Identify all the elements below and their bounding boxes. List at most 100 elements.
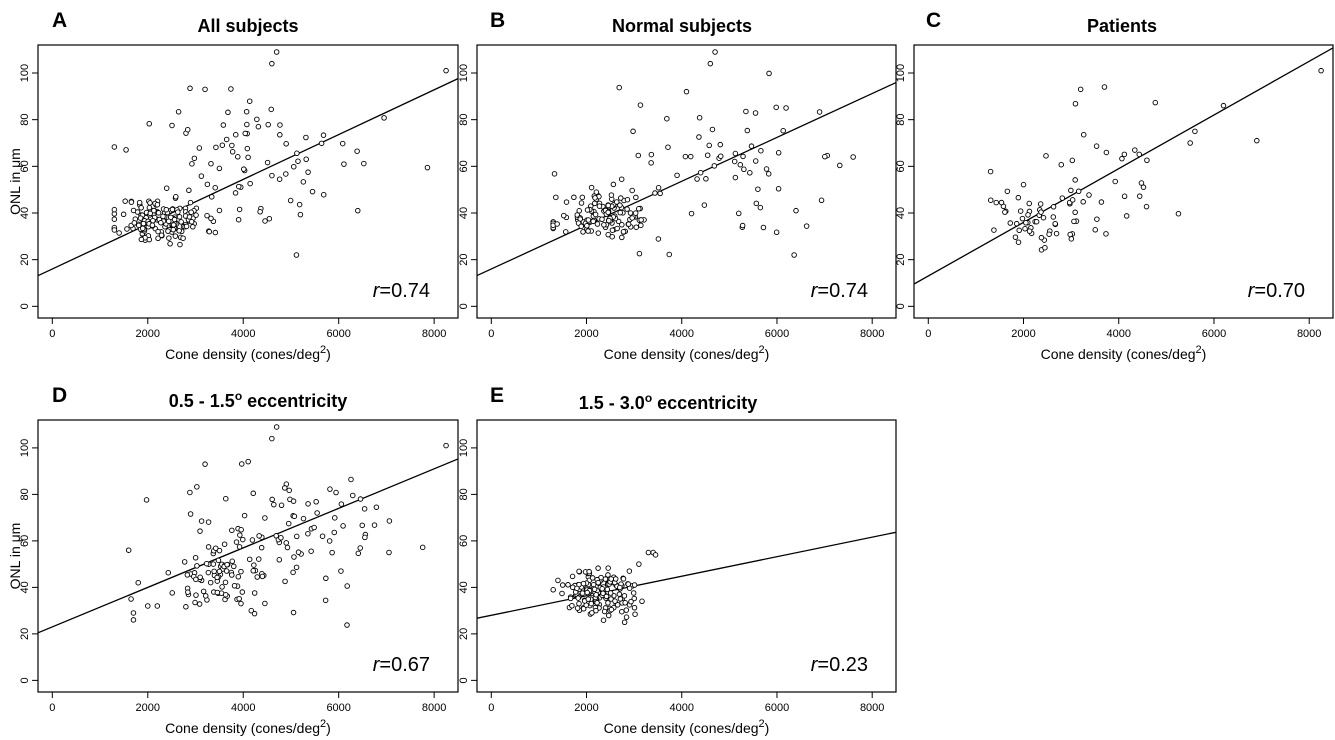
data-point [269, 172, 275, 179]
data-point [235, 154, 241, 160]
data-point [1132, 147, 1138, 153]
data-point [625, 581, 631, 587]
data-point [197, 574, 203, 581]
data-point [344, 583, 350, 589]
data-point [257, 209, 263, 215]
panel-letter: D [52, 384, 67, 407]
data-point [216, 547, 223, 554]
plot-area [477, 531, 896, 626]
data-point [181, 559, 188, 565]
data-point [166, 235, 172, 241]
data-point [149, 222, 156, 228]
data-point [282, 578, 288, 585]
y-tick-label: 40 [458, 207, 470, 219]
data-point [773, 104, 779, 111]
plot-area [477, 49, 896, 277]
data-point [579, 194, 586, 201]
y-tick-label: 80 [458, 114, 470, 126]
y-tick-label: 20 [19, 628, 31, 640]
data-point [277, 122, 283, 128]
data-point [258, 544, 265, 551]
data-point [236, 596, 242, 602]
data-point [235, 216, 242, 223]
data-point [188, 209, 194, 215]
data-point [265, 121, 271, 128]
data-point [169, 122, 175, 129]
data-point [290, 569, 296, 576]
data-point [273, 533, 279, 539]
y-tick-label: 80 [458, 488, 470, 500]
data-point [1004, 188, 1011, 195]
data-point [143, 497, 150, 503]
data-point [295, 549, 302, 555]
data-point [198, 173, 205, 179]
data-point [290, 498, 297, 504]
data-point [327, 486, 333, 492]
data-point [712, 49, 718, 55]
data-point [600, 617, 607, 623]
data-point [140, 225, 146, 232]
data-point [1040, 214, 1047, 221]
data-point [111, 206, 118, 213]
data-point [639, 598, 645, 605]
data-point [589, 610, 595, 616]
data-point [116, 230, 122, 236]
data-point [295, 158, 301, 164]
data-point [245, 154, 251, 161]
data-point [626, 568, 633, 574]
data-point [1007, 220, 1014, 226]
data-point [223, 136, 230, 143]
x-tick-label: 8000 [1297, 328, 1321, 340]
data-point [755, 186, 761, 192]
x-tick-label: 0 [49, 328, 55, 340]
data-point [146, 204, 153, 211]
data-point [743, 108, 749, 115]
data-point [1075, 188, 1082, 195]
y-tick-label: 20 [458, 628, 470, 640]
data-point [816, 109, 823, 115]
data-point [748, 143, 755, 149]
data-point [344, 622, 350, 628]
data-point [278, 535, 284, 541]
data-point [340, 523, 346, 529]
data-point [203, 560, 210, 567]
data-point [1077, 86, 1084, 93]
data-point [599, 216, 605, 222]
data-point [575, 595, 581, 601]
data-point [146, 121, 152, 127]
data-point [1033, 218, 1040, 225]
data-point [584, 589, 590, 596]
data-point [190, 224, 196, 230]
data-point [359, 522, 366, 529]
y-tick-label: 80 [895, 114, 907, 126]
data-point [296, 201, 303, 208]
data-point [187, 199, 194, 206]
data-point [635, 152, 642, 159]
data-point [589, 575, 596, 581]
data-point [614, 225, 620, 232]
data-point [177, 241, 183, 248]
data-point [608, 192, 615, 198]
data-point [273, 49, 280, 55]
x-tick-label: 2000 [136, 702, 160, 714]
data-point [595, 579, 601, 586]
data-point [158, 219, 164, 226]
data-point [239, 461, 245, 467]
y-tick-label: 40 [19, 207, 31, 219]
data-point [744, 127, 751, 134]
data-point [631, 605, 638, 611]
y-tick-label: 60 [895, 160, 907, 172]
data-point [1072, 177, 1078, 183]
data-point [850, 154, 856, 160]
data-point [1318, 67, 1324, 74]
data-point [186, 214, 193, 220]
data-point [617, 195, 624, 201]
data-point [580, 229, 586, 235]
correlation-label: r=0.74 [811, 280, 868, 302]
data-point [717, 141, 724, 148]
correlation-label: r=0.70 [1248, 280, 1305, 302]
panel-title: Patients [1087, 16, 1157, 36]
y-tick-label: 100 [19, 64, 31, 82]
data-point [200, 588, 207, 595]
